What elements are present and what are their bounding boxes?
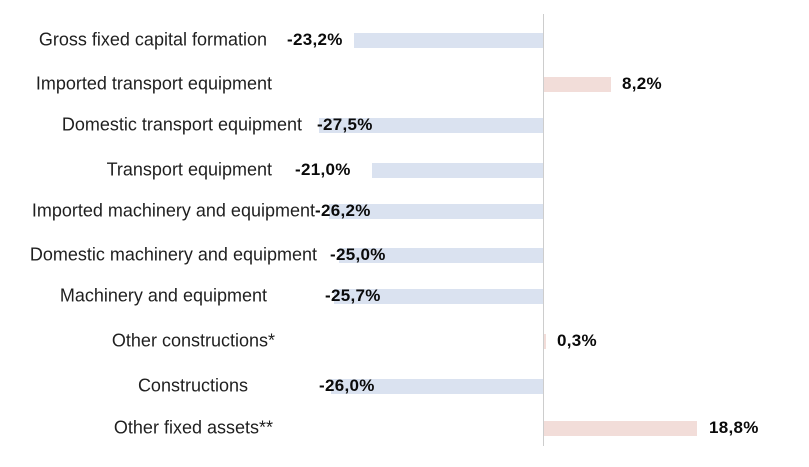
chart-bar	[544, 76, 611, 92]
value-label: 0,3%	[557, 331, 597, 350]
value-label: 18,8%	[709, 418, 759, 437]
category-label: Machinery and equipment	[59, 285, 267, 306]
chart-bar	[372, 162, 543, 178]
value-label: -26,2%	[315, 201, 371, 220]
value-label: -26,0%	[319, 376, 375, 395]
category-label: Transport equipment	[106, 159, 272, 180]
value-label: -27,5%	[317, 115, 373, 134]
value-label: 8,2%	[622, 74, 662, 93]
category-label: Constructions	[137, 375, 248, 396]
zero-axis-line	[543, 14, 544, 446]
chart-bar	[329, 203, 543, 219]
chart-bar	[544, 333, 546, 349]
chart-bar	[544, 420, 697, 436]
category-label: Other fixed assets**	[113, 417, 273, 438]
chart-bar	[319, 117, 543, 133]
category-label: Other constructions*	[111, 330, 275, 351]
value-label: -23,2%	[287, 30, 343, 49]
chart-bar	[339, 247, 543, 263]
chart-bar	[331, 378, 543, 394]
value-label: -25,7%	[325, 286, 381, 305]
value-label: -25,0%	[330, 245, 386, 264]
category-label: Imported transport equipment	[35, 73, 272, 94]
category-label: Domestic machinery and equipment	[29, 244, 317, 265]
category-label: Domestic transport equipment	[61, 114, 302, 135]
value-label: -21,0%	[295, 160, 351, 179]
category-label: Gross fixed capital formation	[38, 29, 267, 50]
chart-bar	[334, 288, 543, 304]
category-label: Imported machinery and equipment	[31, 200, 315, 221]
chart-bar	[354, 32, 543, 48]
